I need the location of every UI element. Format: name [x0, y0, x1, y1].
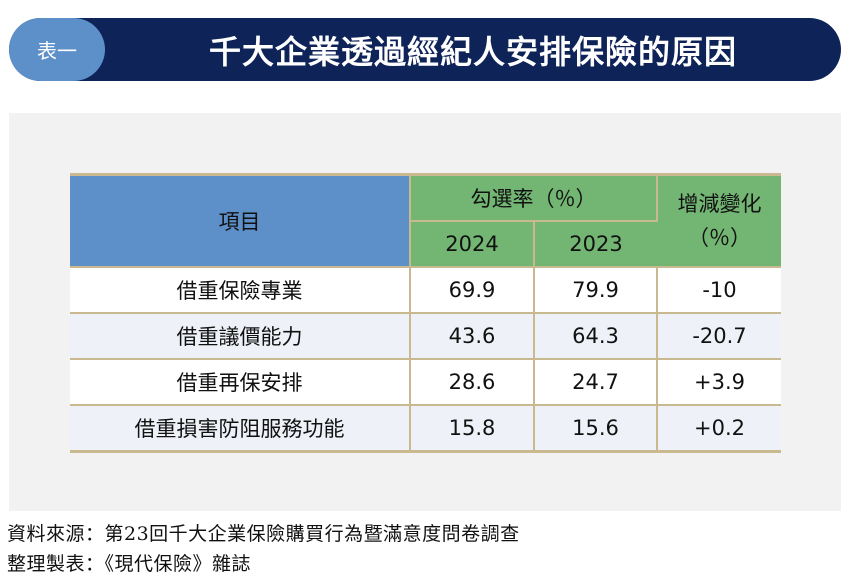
header-year-2024: 2024 [410, 220, 535, 267]
header-item: 項目 [70, 173, 411, 267]
source-note: 資料來源：第23回千大企業保險購買行為暨滿意度問卷調查 [7, 523, 520, 545]
row-item: 借重議價能力 [70, 312, 411, 359]
table-row: 借重保險專業 69.9 79.9 -10 [70, 266, 781, 313]
row-value-2024: 43.6 [410, 312, 535, 359]
compiled-by-note: 整理製表：《現代保險》雜誌 [7, 553, 252, 575]
table-row: 借重損害防阻服務功能 15.8 15.6 +0.2 [70, 404, 781, 453]
header-year-2023: 2023 [534, 220, 657, 267]
row-change: +0.2 [657, 404, 781, 453]
row-item: 借重損害防阻服務功能 [70, 404, 411, 453]
table-row: 借重議價能力 43.6 64.3 -20.7 [70, 312, 781, 359]
header-change-line1: 增減變化 [677, 192, 762, 216]
row-item: 借重再保安排 [70, 358, 411, 405]
row-value-2024: 69.9 [410, 266, 535, 313]
title-bar [9, 18, 841, 81]
row-change: -10 [657, 266, 781, 313]
row-value-2023: 79.9 [534, 266, 658, 313]
row-value-2023: 64.3 [534, 312, 658, 359]
row-value-2024: 15.8 [410, 404, 535, 453]
row-value-2023: 15.6 [534, 404, 658, 453]
table-title: 千大企業透過經紀人安排保險的原因 [208, 32, 737, 71]
row-value-2023: 24.7 [534, 358, 658, 405]
row-change: -20.7 [657, 312, 781, 359]
row-change: +3.9 [657, 358, 781, 405]
header-change: 增減變化 （％） [657, 173, 781, 267]
header-change-line2: （％） [688, 226, 751, 250]
survey-table: 項目 勾選率（％） 增減變化 （％） 2024 2023 借重保險專業 69.9… [70, 173, 781, 453]
table-row: 借重再保安排 28.6 24.7 +3.9 [70, 358, 781, 405]
row-value-2024: 28.6 [410, 358, 535, 405]
row-item: 借重保險專業 [70, 266, 411, 313]
table-number-badge: 表一 [9, 18, 105, 81]
header-selection-rate: 勾選率（％） [410, 173, 658, 221]
